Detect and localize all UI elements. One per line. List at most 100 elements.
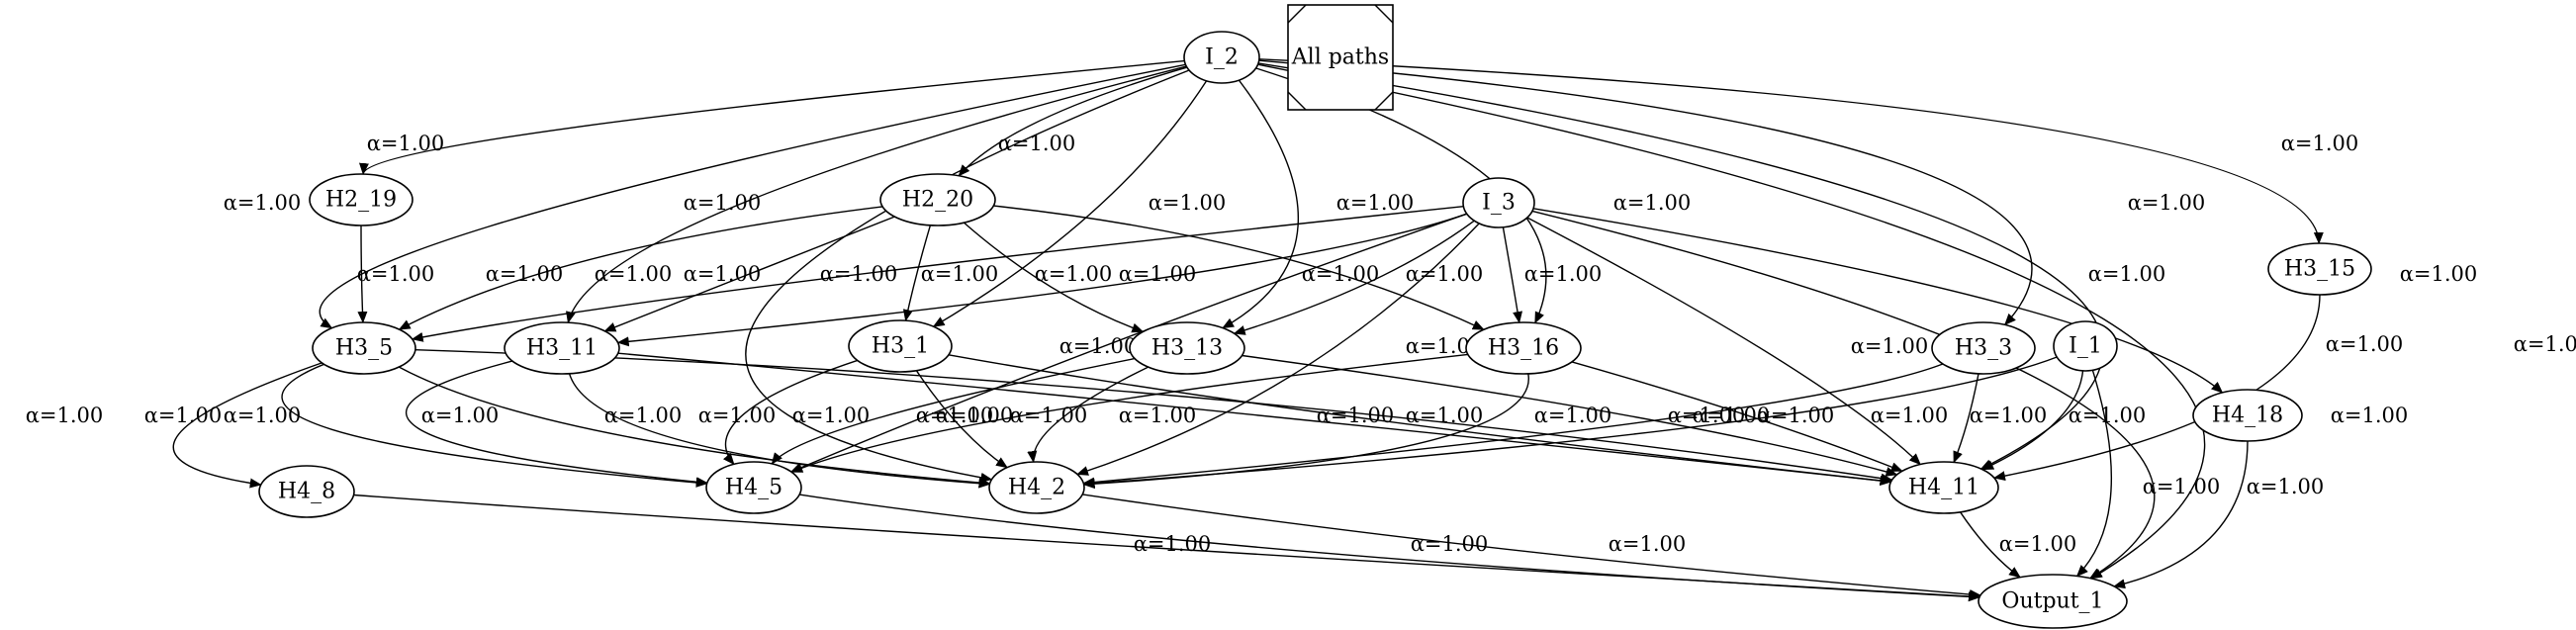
node-I_1-ellipse: [2053, 320, 2118, 372]
node-H4_8-ellipse: [258, 465, 355, 518]
node-H2_20-label: H2_20: [902, 188, 973, 213]
edge-H3_1-to-H4_11: [948, 354, 1892, 486]
edge-label-I_2-to-H4_11: α=1.00: [2400, 262, 2478, 286]
edge-label-H4_11-to-Output_1: α=1.00: [1999, 532, 2077, 556]
node-I_2-label: I_2: [1205, 45, 1239, 70]
edge-I_2-to-H4_11: [1257, 62, 2104, 470]
edge-H2_20-to-H3_13: [963, 222, 1145, 333]
edge-label-H3_13-to-H4_11: α=1.00: [1668, 404, 1746, 427]
edge-I_3-to-H4_18: [1532, 208, 2224, 394]
node-H3_5-label: H3_5: [335, 336, 393, 361]
edge-I_2-to-H4_2: [745, 69, 1190, 483]
edge-label-I_2-to-H3_1: α=1.00: [1149, 191, 1227, 215]
edge-layer: α=1.00 α=1.00 α=1.00 α=1.00 α=1.00 α=1.00 α=1.…: [26, 58, 2576, 602]
edge-label-I_3-to-H3_5: α=1.00: [684, 262, 762, 286]
edge-label-I_2-to-H4_2: α=1.00: [486, 262, 564, 286]
edge-label-H4_5-to-Output_1: α=1.00: [1411, 532, 1489, 556]
node-H4_2: H4_2: [988, 461, 1085, 514]
all-paths-box: All paths: [1287, 4, 1394, 111]
edge-label-I_2-to-H3_13: α=1.00: [1336, 191, 1415, 215]
edge-I_2-to-H3_13: [1222, 79, 1300, 329]
node-H2_20-ellipse: [879, 173, 996, 226]
edge-I_1-to-H4_2: [1082, 356, 2058, 489]
edge-label-I_3-to-Output_1: α=1.00: [2331, 404, 2409, 427]
edge-label-I_2-to-H3_5: α=1.00: [224, 191, 302, 215]
node-H4_18: H4_18: [2192, 389, 2303, 442]
edge-I_2-to-Output_1: [1257, 63, 2206, 580]
edge-H3_5-to-H4_8: [172, 362, 322, 489]
edge-label-H2_20-to-H3_16: α=1.00: [1302, 262, 1380, 286]
edge-H3_3-to-H4_2: [1082, 363, 1944, 488]
edge-I_2-to-H3_15: [1258, 58, 2324, 244]
edge-H3_11-to-H4_2: [568, 373, 991, 489]
edge-H3_13-to-H4_11: [1242, 354, 1898, 477]
edge-I_3-to-H4_11: [1526, 217, 1921, 466]
edge-I_2-to-H3_5: [319, 63, 1186, 329]
node-H4_5: H4_5: [705, 461, 802, 514]
edge-H4_18-to-Output_1: [2113, 440, 2249, 589]
edge-label-I_1-to-H4_2: α=1.00: [1871, 404, 1949, 427]
node-H3_3-ellipse: [1931, 321, 2036, 375]
edge-label-H3_5-to-H4_5: α=1.00: [144, 404, 223, 427]
edge-label-H4_2-to-Output_1: α=1.00: [1609, 532, 1687, 556]
edge-H2_19-to-H3_5: [357, 225, 368, 323]
node-H3_13: H3_13: [1129, 321, 1245, 375]
edge-I_2-to-H3_3: [1258, 59, 2033, 326]
edge-label-H4_8-to-Output_1: α=1.00: [1134, 532, 1212, 556]
edge-label-H3_5-to-H4_11: α=1.00: [1119, 404, 1197, 427]
edge-H4_11-to-Output_1: [1960, 511, 2021, 579]
edge-label-H2_19-to-H3_5: α=1.00: [357, 262, 435, 286]
edge-label-H3_11-to-H4_11: α=1.00: [1317, 404, 1395, 427]
edge-label-H3_13-to-H4_5: α=1.00: [792, 404, 871, 427]
node-I_2-ellipse: [1183, 31, 1260, 84]
node-H3_1-label: H3_1: [872, 334, 929, 359]
node-H3_16-ellipse: [1465, 321, 1582, 375]
edge-H3_1-to-H4_5: [722, 359, 858, 466]
edge-H3_5-to-H4_11: [414, 349, 1893, 484]
node-H3_15-label: H3_15: [2284, 257, 2355, 282]
edge-label-I_2-to-H3_11: α=1.00: [684, 191, 762, 215]
edge-H3_11-to-H4_5: [406, 360, 708, 488]
node-H4_8-label: H4_8: [278, 480, 335, 504]
node-H4_11-label: H4_11: [1908, 476, 1979, 500]
edge-label-I_2-to-H3_16: α=1.00: [1613, 191, 1692, 215]
node-I_2: I_2: [1183, 31, 1260, 84]
edge-H2_20-to-H3_5: [398, 206, 883, 330]
node-H4_11: H4_11: [1888, 461, 1999, 514]
edge-label-H3_1-to-H4_2: α=1.00: [936, 404, 1014, 427]
edge-H3_15-to-H4_11: [1993, 294, 2321, 482]
node-H3_1: H3_1: [848, 319, 953, 373]
edge-I_3-to-H3_5: [411, 206, 1464, 342]
node-H3_16-label: H3_16: [1488, 336, 1559, 361]
node-H3_3: H3_3: [1931, 321, 2036, 375]
node-H4_8: H4_8: [258, 465, 355, 518]
edge-label-H2_20-to-H3_5: α=1.00: [595, 262, 673, 286]
node-H3_3-label: H3_3: [1955, 336, 2012, 361]
node-I_1: I_1: [2053, 320, 2118, 372]
edge-label-I_3-to-H4_18: α=1.00: [2088, 262, 2166, 286]
edge-label-H3_16-to-H4_11: α=1.00: [1693, 404, 1771, 427]
edge-label-H3_11-to-H4_2: α=1.00: [604, 404, 683, 427]
node-H3_5: H3_5: [312, 321, 416, 375]
all-paths-label: All paths: [1291, 45, 1389, 70]
edge-label-I_2-to-Output_1: α=1.00: [2514, 332, 2576, 356]
edge-label-H3_3-to-H4_11: α=1.00: [1970, 404, 2048, 427]
edge-label-H2_20-to-H3_13: α=1.00: [1035, 262, 1113, 286]
edge-H3_11-to-H4_11: [617, 352, 1892, 486]
edge-label-H3_1-to-H4_11: α=1.00: [1406, 404, 1484, 427]
node-H3_13-ellipse: [1129, 321, 1245, 375]
node-I_3-label: I_3: [1482, 191, 1516, 216]
node-H2_19-label: H2_19: [325, 188, 397, 213]
node-H3_11-ellipse: [504, 321, 620, 375]
edge-I_3-to-H4_2: [1076, 223, 1480, 476]
edge-I_1-to-H4_11: [1981, 370, 2084, 471]
edge-I_3-to-H3_16: [1502, 226, 1522, 324]
node-H3_1-ellipse: [848, 319, 953, 373]
edge-label-I_3-to-H4_5: α=1.00: [1059, 334, 1138, 358]
node-H4_18-ellipse: [2192, 389, 2303, 442]
edge-I_3-to-Output_1: [1531, 210, 2156, 580]
edge-H3_5-to-H4_2: [399, 366, 991, 488]
edge-label-I_1-to-H4_11: α=1.00: [2069, 404, 2147, 427]
edge-H3_16-to-H4_11: [1571, 361, 1903, 472]
